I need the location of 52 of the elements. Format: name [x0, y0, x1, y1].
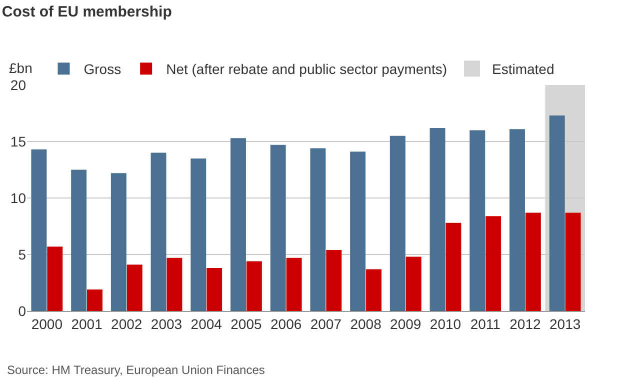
x-tick-label: 2007 [310, 316, 342, 332]
bar [390, 136, 406, 311]
x-tick-label: 2006 [270, 316, 302, 332]
bar [31, 149, 47, 311]
bar [166, 258, 182, 311]
bar [126, 264, 142, 311]
y-tick-label: 0 [18, 302, 26, 319]
bar [406, 256, 422, 311]
x-tick-label: 2004 [190, 316, 222, 332]
bar [310, 148, 326, 311]
y-tick-label: 20 [10, 76, 26, 93]
x-tick-label: 2013 [549, 316, 581, 332]
bar [246, 261, 262, 311]
legend-label: Net (after rebate and public sector payments) [166, 61, 448, 78]
x-tick-label: 2002 [111, 316, 142, 332]
x-tick-label: 2000 [31, 316, 63, 332]
x-tick-label: 2011 [470, 316, 501, 332]
bar [110, 173, 126, 311]
bar [525, 212, 541, 311]
chart-title: Cost of EU membership [2, 3, 172, 20]
bar [366, 269, 382, 311]
x-tick-label: 2008 [350, 316, 382, 332]
x-tick-label: 2003 [150, 316, 182, 332]
y-tick-label: 10 [10, 190, 26, 206]
x-tick-label: 2001 [71, 316, 103, 332]
bar [230, 138, 246, 311]
bar [87, 290, 102, 311]
y-axis-title: £bn [9, 60, 32, 76]
bar [150, 152, 166, 311]
x-tick-label: 2009 [390, 316, 422, 332]
bar [71, 170, 87, 311]
bar [350, 152, 366, 311]
bar [446, 222, 462, 311]
x-tick-label: 2010 [430, 316, 462, 332]
bar [430, 128, 446, 311]
x-tick-label: 2012 [510, 316, 541, 332]
legend-label: Gross [84, 61, 122, 78]
bar [470, 130, 486, 311]
bar [286, 258, 302, 311]
bar [270, 144, 286, 311]
bar [47, 246, 63, 311]
bar [510, 129, 525, 311]
bar [206, 268, 222, 311]
legend-label: Estimated [492, 61, 554, 78]
y-tick-label: 5 [18, 246, 26, 262]
x-tick-label: 2005 [230, 316, 262, 332]
bar [326, 250, 342, 311]
bar [565, 212, 581, 311]
source-note: Source: HM Treasury, European Union Finances [7, 363, 265, 377]
bar [486, 216, 502, 311]
y-tick-label: 15 [10, 133, 26, 150]
bar [190, 158, 206, 311]
